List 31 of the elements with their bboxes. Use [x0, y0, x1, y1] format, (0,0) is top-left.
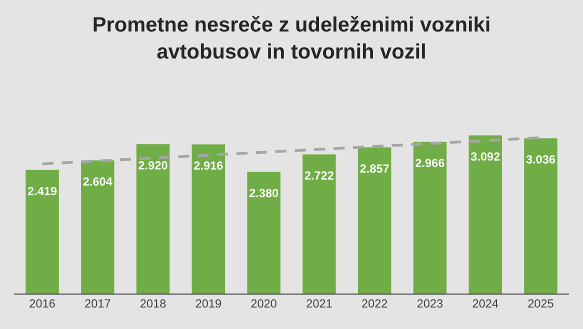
bar — [302, 154, 336, 294]
x-tick-label: 2020 — [251, 299, 276, 308]
x-tick-label: 2021 — [306, 299, 332, 308]
bar — [247, 172, 280, 294]
data-label: 2.419 — [28, 186, 57, 196]
bar — [136, 144, 170, 294]
data-label: 2.916 — [194, 161, 223, 170]
data-label: 3.092 — [470, 152, 500, 161]
bar — [192, 144, 226, 294]
x-tick-label: 2017 — [85, 299, 110, 308]
x-tick-label: 2025 — [528, 299, 554, 308]
x-tick-label: 2019 — [196, 299, 221, 308]
bar — [81, 160, 114, 294]
data-label: 3.036 — [526, 155, 556, 164]
chart-title: Prometne nesreče z udeleženimi vozniki avtobusov in tovornih vozil — [94, 16, 490, 59]
data-label: 2.966 — [416, 158, 444, 168]
bar — [468, 135, 502, 294]
x-tick-label: 2018 — [140, 299, 166, 308]
x-tick-label: 2016 — [30, 299, 55, 308]
bar — [26, 170, 59, 294]
x-tick-label: 2023 — [417, 299, 443, 308]
x-tick-label: 2024 — [472, 299, 498, 308]
bar — [358, 147, 392, 294]
data-label: 2.920 — [138, 161, 168, 170]
bar — [524, 138, 558, 294]
bar — [413, 142, 447, 294]
data-label: 2.380 — [249, 188, 278, 198]
x-tick-label: 2022 — [362, 299, 388, 308]
data-label: 2.857 — [360, 164, 389, 173]
data-label: 2.604 — [83, 177, 112, 186]
data-label: 2.722 — [304, 171, 334, 180]
